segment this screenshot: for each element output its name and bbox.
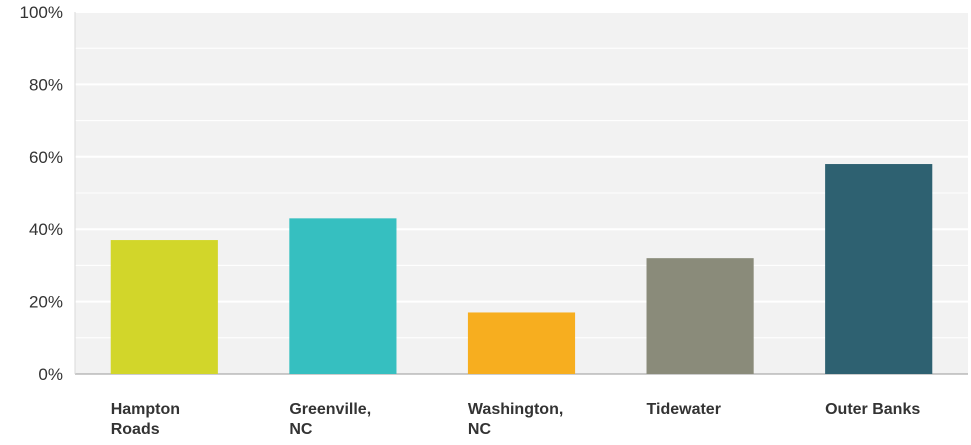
bar[interactable]: [646, 258, 754, 374]
bar[interactable]: [110, 240, 218, 374]
bar[interactable]: [289, 218, 397, 374]
x-tick-label: Washington, NC: [468, 401, 563, 438]
x-tick-label: Outer Banks: [825, 401, 920, 418]
y-tick-label: 20%: [29, 293, 63, 312]
bar[interactable]: [825, 164, 933, 374]
x-tick-labels: Hampton Roads Greenville, NC Washington, NC Ti…: [111, 401, 921, 438]
bar[interactable]: [467, 312, 576, 374]
bars: [110, 164, 933, 374]
y-tick-label: 60%: [29, 148, 63, 167]
y-tick-label: 0%: [38, 365, 63, 384]
y-tick-labels: 0% 20% 40% 60% 80% 100%: [20, 3, 63, 384]
y-tick-label: 100%: [20, 3, 63, 22]
y-tick-label: 80%: [29, 75, 63, 94]
x-tick-label: Greenville, NC: [289, 401, 371, 438]
gridlines: [75, 11, 968, 339]
y-tick-label: 40%: [29, 220, 63, 239]
x-tick-label: Hampton Roads: [111, 401, 180, 438]
x-tick-label: Tidewater: [647, 401, 721, 418]
